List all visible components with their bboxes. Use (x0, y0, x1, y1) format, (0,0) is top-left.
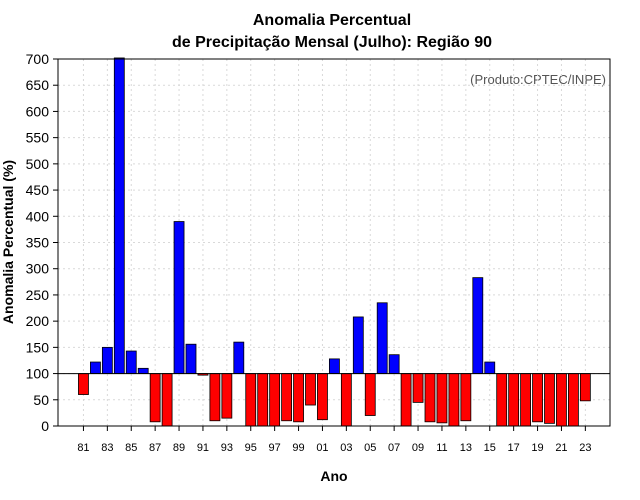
chart-title-line1: Anomalia Percentual (253, 12, 411, 29)
x-tick-label-9: 99 (292, 442, 304, 454)
bar-06 (376, 302, 388, 374)
bar-96 (257, 373, 269, 427)
x-tick-label-17: 15 (484, 442, 496, 454)
x-tick-label-19: 19 (531, 442, 543, 454)
bar-03 (340, 373, 352, 427)
y-tick-label-8: 400 (26, 208, 50, 224)
bar-10 (424, 373, 436, 423)
x-tick-label-6: 93 (221, 442, 233, 454)
x-tick-label-5: 91 (197, 442, 209, 454)
bar-93 (221, 373, 233, 419)
bar-13 (460, 373, 472, 422)
x-tick-label-8: 97 (269, 442, 281, 454)
y-tick-label-1: 50 (33, 392, 49, 408)
x-tick-label-21: 23 (579, 442, 591, 454)
bar-19 (532, 373, 543, 423)
y-tick-label-13: 650 (26, 77, 50, 93)
y-tick-label-5: 250 (26, 287, 50, 303)
bar-85 (125, 350, 137, 374)
x-tick-label-18: 17 (508, 442, 520, 454)
bar-07 (388, 354, 400, 374)
y-tick-label-12: 600 (26, 103, 50, 119)
bar-22 (568, 373, 579, 427)
bar-94 (233, 341, 245, 374)
bar-11 (436, 373, 448, 424)
bar-88 (161, 373, 173, 427)
bar-97 (269, 373, 281, 427)
bar-87 (149, 373, 161, 423)
y-axis: 0 50 100 150 200 250 300 350 400 450 500 550 600 650 7… (26, 51, 58, 434)
x-tick-label-16: 13 (460, 442, 472, 454)
x-tick-label-11: 03 (340, 442, 352, 454)
x-tick-label-4: 89 (173, 442, 185, 454)
bar-84 (113, 57, 125, 374)
bar-82 (90, 361, 101, 374)
x-tick-label-13: 07 (388, 442, 400, 454)
plot-frame (57, 58, 611, 427)
x-tick-label-7: 95 (245, 442, 257, 454)
bar-20 (544, 373, 555, 424)
x-tick-label-1: 83 (101, 442, 113, 454)
y-tick-label-0: 0 (41, 418, 49, 434)
x-tick-label-15: 11 (436, 442, 447, 454)
y-tick-label-2: 100 (26, 366, 50, 382)
y-tick-label-9: 450 (26, 182, 50, 198)
bar-05 (364, 373, 376, 416)
bar-21 (556, 373, 567, 427)
bar-81 (78, 373, 89, 395)
bar-18 (520, 373, 531, 427)
y-axis-label: Anomalia Percentual (%) (0, 160, 16, 324)
y-tick-label-14: 700 (26, 51, 50, 67)
x-axis: 81 83 85 87 89 91 93 95 97 99 01 03 05 07 09 11 13 15 17 19… (77, 426, 591, 454)
bar-86 (137, 367, 149, 374)
y-tick-label-3: 150 (26, 339, 50, 355)
bar-16 (496, 373, 508, 427)
x-tick-label-14: 09 (412, 442, 424, 454)
bar-08 (400, 373, 412, 427)
bar-00 (305, 373, 316, 406)
grid-layer (58, 59, 610, 426)
y-tick-label-7: 350 (26, 235, 50, 251)
bar-02 (328, 358, 340, 374)
bar-04 (352, 316, 364, 374)
x-tick-label-10: 01 (316, 442, 328, 454)
x-tick-label-2: 85 (125, 442, 137, 454)
y-tick-label-6: 300 (26, 261, 50, 277)
bar-14 (472, 277, 484, 374)
bar-92 (209, 373, 221, 422)
bar-90 (185, 343, 197, 374)
bar-12 (448, 373, 460, 427)
bar-95 (245, 373, 257, 427)
x-tick-label-0: 81 (77, 442, 89, 454)
bar-15 (484, 361, 496, 374)
bar-17 (508, 373, 520, 427)
bar-89 (173, 221, 185, 374)
bar-01 (317, 373, 328, 421)
chart-title-line2: de Precipitação Mensal (Julho): Região 9… (172, 34, 492, 51)
bar-99 (293, 373, 304, 423)
y-tick-label-11: 550 (26, 130, 50, 146)
bar-23 (579, 373, 591, 402)
x-axis-label: Ano (320, 468, 347, 484)
y-tick-label-10: 500 (26, 156, 50, 172)
x-tick-label-3: 87 (149, 442, 161, 454)
y-tick-label-4: 200 (26, 313, 50, 329)
x-tick-label-20: 21 (555, 442, 567, 454)
bar-09 (412, 373, 424, 403)
x-tick-label-12: 05 (364, 442, 376, 454)
bar-83 (101, 346, 113, 374)
source-annotation: (Produto:CPTEC/INPE) (470, 72, 606, 87)
bar-98 (281, 373, 293, 422)
bars-layer (78, 57, 591, 427)
